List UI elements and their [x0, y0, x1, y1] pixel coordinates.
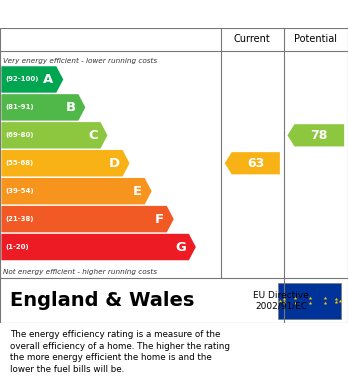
Text: The energy efficiency rating is a measure of the
overall efficiency of a home. T: The energy efficiency rating is a measur…	[10, 330, 230, 374]
Text: (92-100): (92-100)	[6, 77, 39, 83]
Text: (39-54): (39-54)	[6, 188, 34, 194]
Text: (69-80): (69-80)	[6, 132, 34, 138]
Text: Energy Efficiency Rating: Energy Efficiency Rating	[7, 7, 217, 22]
Text: E: E	[133, 185, 142, 198]
Text: Not energy efficient - higher running costs: Not energy efficient - higher running co…	[3, 269, 158, 275]
Text: D: D	[109, 157, 120, 170]
Polygon shape	[287, 124, 344, 146]
Text: Current: Current	[234, 34, 271, 44]
Text: G: G	[175, 240, 186, 253]
Text: EU Directive
2002/91/EC: EU Directive 2002/91/EC	[253, 291, 309, 310]
Polygon shape	[1, 178, 152, 204]
Polygon shape	[1, 206, 174, 232]
Text: F: F	[155, 213, 164, 226]
Text: (81-91): (81-91)	[6, 104, 34, 110]
Polygon shape	[1, 66, 63, 93]
Text: Potential: Potential	[294, 34, 337, 44]
Polygon shape	[1, 94, 85, 120]
Polygon shape	[1, 234, 196, 260]
Text: 78: 78	[311, 129, 328, 142]
Polygon shape	[1, 150, 129, 176]
Bar	[278, 283, 341, 319]
Polygon shape	[225, 152, 280, 174]
Polygon shape	[1, 122, 108, 149]
Text: Very energy efficient - lower running costs: Very energy efficient - lower running co…	[3, 57, 158, 64]
Text: B: B	[65, 101, 76, 114]
Text: 63: 63	[247, 157, 264, 170]
Text: England & Wales: England & Wales	[10, 291, 195, 310]
Text: (1-20): (1-20)	[6, 244, 29, 250]
Text: C: C	[88, 129, 98, 142]
Text: (55-68): (55-68)	[6, 160, 34, 166]
Text: A: A	[43, 73, 54, 86]
Text: (21-38): (21-38)	[6, 216, 34, 222]
